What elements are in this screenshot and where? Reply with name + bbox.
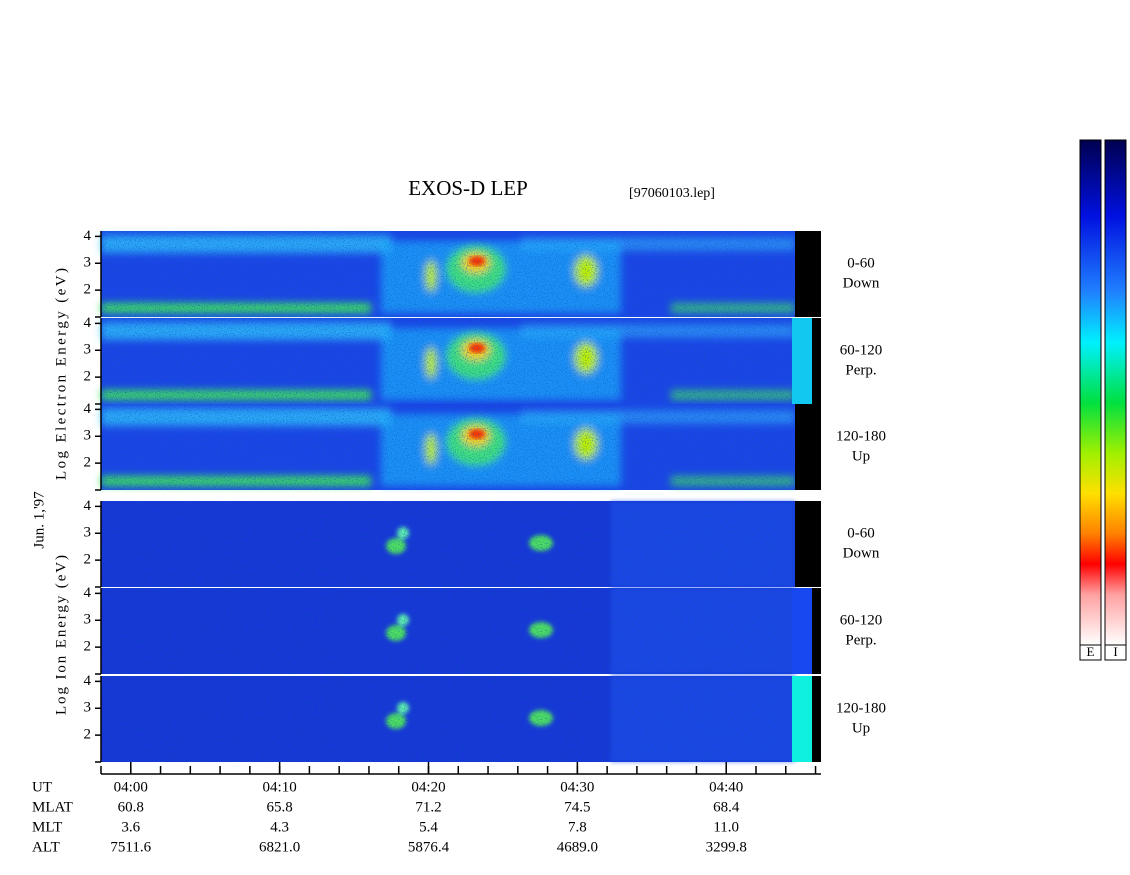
y-tick-label: 3 <box>84 525 92 541</box>
x-axis-label: UT <box>32 779 52 795</box>
ephemeris-value: 74.5 <box>564 799 590 815</box>
ephemeris-value: 5876.4 <box>408 839 450 855</box>
ephemeris-label: ALT <box>32 839 60 855</box>
fill-block <box>792 676 812 762</box>
y-tick-label: 4 <box>84 498 92 514</box>
ephemeris-value: 7.8 <box>568 819 587 835</box>
y-axis-label: Log Electron Energy (eV) <box>53 268 69 480</box>
y-tick-label: 3 <box>84 428 92 444</box>
y-tick-label: 3 <box>84 700 92 716</box>
channel-label: 0-60 <box>847 255 875 271</box>
fill-block <box>792 588 812 674</box>
y-tick-label: 2 <box>84 639 92 655</box>
y-tick-label: 3 <box>84 342 92 358</box>
chart-title: EXOS-D LEP <box>408 176 528 200</box>
channel-label: Perp. <box>845 362 876 378</box>
channel-label: 120-180 <box>836 700 886 716</box>
file-name: [97060103.lep] <box>629 186 715 201</box>
colorbar-label-box <box>1104 644 1127 661</box>
y-tick-label: 4 <box>84 585 92 601</box>
x-tick-label: 04:40 <box>709 779 743 795</box>
ephemeris-value: 11.0 <box>713 819 739 835</box>
y-tick-label: 3 <box>84 255 92 271</box>
colorbar-label: I <box>1113 644 1117 659</box>
y-axis-label: Log Ion Energy (eV) <box>53 555 69 715</box>
y-tick-label: 2 <box>84 455 92 471</box>
colorbar <box>1104 139 1127 646</box>
spectrogram-image <box>101 318 795 404</box>
ephemeris-label: MLAT <box>32 799 73 815</box>
y-tick-label: 4 <box>84 401 92 417</box>
spectrogram-image <box>101 676 795 762</box>
y-tick-label: 2 <box>84 727 92 743</box>
ephemeris-value: 68.4 <box>713 799 740 815</box>
fill-block <box>792 318 812 404</box>
ephemeris-value: 60.8 <box>118 799 144 815</box>
fill-block <box>795 404 821 490</box>
ephemeris-value: 6821.0 <box>259 839 300 855</box>
ephemeris-value: 7511.6 <box>110 839 151 855</box>
channel-label: Up <box>852 448 870 464</box>
channel-label: 120-180 <box>836 428 886 444</box>
channel-label: Perp. <box>845 632 876 648</box>
spectrogram-image <box>101 588 795 674</box>
y-tick-label: 3 <box>84 612 92 628</box>
ephemeris-value: 4.3 <box>270 819 289 835</box>
channel-label: 60-120 <box>840 342 883 358</box>
y-tick-label: 4 <box>84 228 92 244</box>
x-tick-label: 04:30 <box>560 779 594 795</box>
fill-block <box>812 588 821 674</box>
fill-block <box>795 231 821 317</box>
y-tick-label: 4 <box>84 315 92 331</box>
ephemeris-label: MLT <box>32 819 62 835</box>
colorbar-label-box <box>1079 644 1102 661</box>
colorbar <box>1079 139 1102 646</box>
fill-block <box>812 676 821 762</box>
channel-label: Up <box>852 720 870 736</box>
x-tick-label: 04:00 <box>114 779 148 795</box>
channel-label: 0-60 <box>847 525 875 541</box>
colorbar-label: E <box>1087 644 1095 659</box>
ephemeris-value: 3.6 <box>121 819 140 835</box>
spectrogram-image <box>101 501 795 587</box>
ephemeris-value: 71.2 <box>415 799 441 815</box>
x-tick-label: 04:20 <box>411 779 445 795</box>
channel-label: Down <box>843 545 880 561</box>
ephemeris-value: 5.4 <box>419 819 438 835</box>
fill-block <box>795 501 821 587</box>
spectrogram-image <box>101 231 795 317</box>
ephemeris-value: 3299.8 <box>706 839 747 855</box>
channel-label: Down <box>843 275 880 291</box>
channel-label: 60-120 <box>840 612 883 628</box>
x-tick-label: 04:10 <box>263 779 297 795</box>
y-tick-label: 2 <box>84 282 92 298</box>
y-tick-label: 2 <box>84 552 92 568</box>
date-label: Jun. 1,'97 <box>31 491 47 549</box>
y-tick-label: 2 <box>84 369 92 385</box>
y-tick-label: 4 <box>84 673 92 689</box>
ephemeris-value: 65.8 <box>267 799 293 815</box>
ephemeris-value: 4689.0 <box>557 839 598 855</box>
spectrogram-image <box>101 404 795 490</box>
fill-block <box>812 318 821 404</box>
